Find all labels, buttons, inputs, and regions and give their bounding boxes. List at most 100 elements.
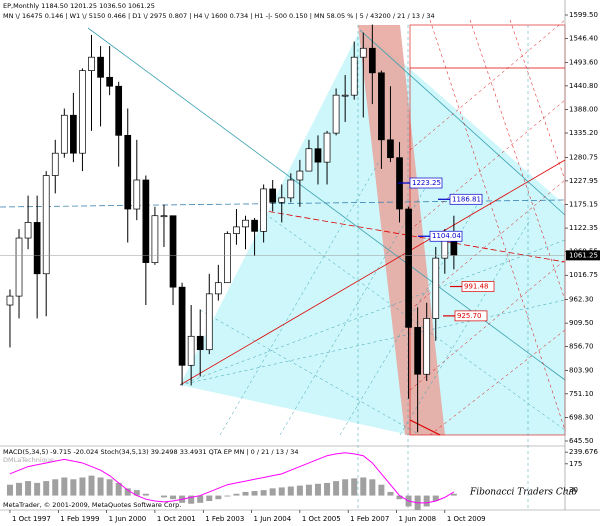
candle-body — [359, 47, 367, 58]
histogram-bar — [260, 490, 267, 496]
fibonacci-drawings — [0, 19, 566, 510]
fib-fan-area — [180, 30, 565, 435]
candle-body — [151, 215, 159, 263]
y-tick-label: 909.50 — [569, 319, 594, 327]
histogram-bar — [369, 479, 376, 496]
histogram-bar — [25, 481, 32, 496]
histogram-bar — [233, 493, 240, 496]
x-tick-label: 1 Oct 2001 — [157, 515, 196, 523]
histogram-bar — [106, 479, 113, 496]
candle-body — [187, 335, 195, 366]
candle-body — [33, 222, 41, 275]
indicator-title: MACD(5,34,5) -9.715 -20.024 Stoch(34,5,1… — [3, 448, 299, 456]
candle-body — [378, 72, 385, 141]
candle-body — [214, 282, 222, 295]
y-tick-label: 1016.75 — [569, 271, 598, 279]
x-tick-label: 1 Jun 2004 — [254, 515, 292, 523]
candle-body — [260, 188, 267, 232]
candle-body — [79, 70, 86, 154]
histogram-bar — [124, 488, 131, 496]
candle-body — [423, 318, 431, 375]
candle-body — [350, 56, 358, 96]
x-tick-label: 1 Oct 2005 — [302, 515, 341, 523]
histogram-bar — [61, 477, 68, 496]
histogram-bar — [360, 477, 367, 496]
y-tick-label: 751.10 — [569, 390, 594, 398]
y-tick-label: 1440.80 — [569, 82, 598, 90]
candle-body — [51, 152, 59, 176]
candle-body — [432, 257, 440, 319]
histogram-bar — [88, 475, 95, 496]
candle-body — [314, 148, 322, 163]
candle-body — [296, 170, 304, 181]
y-tick-label: 698.30 — [569, 413, 594, 421]
candle-body — [42, 175, 50, 275]
fib-grid — [409, 19, 566, 436]
histogram-bar — [324, 482, 331, 496]
histogram-bar — [333, 481, 340, 496]
y-tick-label: 1546.40 — [569, 35, 598, 43]
histogram-bar — [269, 488, 276, 496]
fib-fan-lines — [179, 25, 566, 510]
y-tick-label: 1335.20 — [569, 129, 598, 137]
level-label: 991.48 — [464, 283, 489, 291]
y-tick-label: 856.70 — [569, 343, 594, 351]
fib-line — [179, 159, 566, 386]
brand: Fibonacci Traders Club — [469, 488, 577, 498]
candle-body — [278, 197, 286, 203]
histogram-bar — [423, 495, 430, 507]
histogram-bar — [206, 495, 213, 502]
candle-body — [287, 179, 295, 199]
histogram-bar — [351, 478, 358, 496]
histogram-bar — [16, 482, 23, 496]
y-tick-label: 1175.15 — [569, 200, 598, 208]
candle-body — [224, 233, 231, 284]
y-tick-label: 1599.50 — [569, 11, 598, 19]
level-box — [461, 281, 495, 292]
indicator-tick-label: 175 — [569, 460, 582, 468]
candle-body — [70, 114, 77, 154]
histogram-bar — [6, 484, 13, 496]
x-tick-label: 1 Jun 2000 — [109, 515, 147, 523]
candle-body — [60, 114, 68, 154]
histogram-bar — [287, 486, 294, 496]
x-tick-label: 1 Jun 2008 — [398, 515, 436, 523]
current-price-box — [566, 250, 600, 261]
histogram-bar — [450, 493, 457, 496]
histogram-bar — [197, 495, 204, 503]
histogram-bar — [70, 479, 77, 496]
candle-body — [414, 327, 421, 375]
candle-body — [251, 219, 258, 232]
fib-line — [259, 209, 566, 263]
histogram-bar — [296, 485, 303, 496]
candle-body — [341, 94, 349, 97]
candle-body — [142, 179, 150, 263]
histogram-bar — [188, 495, 195, 504]
candle-body — [332, 94, 340, 134]
candle-body — [405, 208, 412, 328]
candle-body — [15, 237, 23, 297]
candle-body — [106, 76, 113, 87]
level-label: 1186.81 — [452, 195, 481, 203]
indicator-tick-label: 239.676 — [569, 448, 598, 456]
histogram-bar — [305, 484, 312, 496]
x-tick-label: 1 Oct 1997 — [12, 515, 51, 523]
histogram-bar — [396, 495, 403, 500]
y-tick-label: 1388.00 — [569, 105, 598, 113]
y-tick-label: 1280.75 — [569, 153, 598, 161]
fib-line — [359, 29, 566, 216]
histogram-bar — [432, 495, 439, 502]
candle-body — [24, 222, 32, 239]
histogram-bar — [115, 482, 122, 496]
histogram-bar — [133, 490, 140, 496]
x-tick-label: 1 Feb 1999 — [60, 515, 99, 523]
candle-body — [160, 215, 168, 218]
candle-body — [196, 335, 204, 351]
x-tick-label: 1 Feb 2007 — [350, 515, 389, 523]
candle-body — [178, 286, 186, 366]
y-tick-label: 1122.35 — [569, 224, 598, 232]
level-label: 1104.04 — [432, 232, 461, 240]
watermark: DMLaTechnique — [3, 456, 54, 464]
x-tick-label: 1 Feb 2003 — [205, 515, 244, 523]
histogram-bar — [378, 484, 385, 496]
